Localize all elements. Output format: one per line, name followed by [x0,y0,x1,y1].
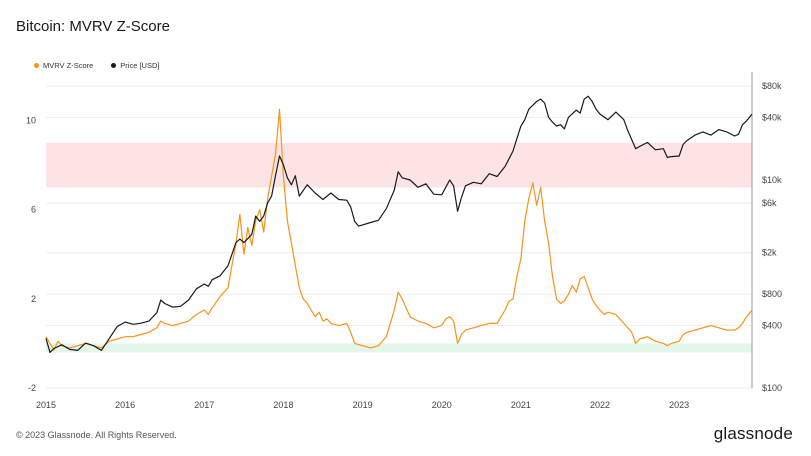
y-right-tick-label: $400 [762,320,782,330]
x-tick-label: 2020 [432,400,452,410]
x-tick-label: 2023 [669,400,689,410]
y-right-tick-label: $800 [762,289,782,299]
y-right-tick-label: $100 [762,383,782,393]
y-right-tick-label: $2k [762,248,777,258]
price-line[interactable] [45,95,753,353]
chart-title: Bitcoin: MVRV Z-Score [16,18,170,35]
legend-label-zscore: MVRV Z-Score [43,61,94,70]
y-right-tick-label: $6k [762,198,777,208]
x-tick-label: 2016 [115,400,135,410]
y-left-tick-label: 10 [26,116,36,126]
x-tick-label: 2019 [353,400,373,410]
x-tick-label: 2015 [36,400,56,410]
y-right-tick-label: $40k [762,112,782,122]
undervalued-zone-band [46,343,752,353]
x-tick-label: 2018 [273,400,293,410]
overvalued-zone-band [46,142,752,188]
y-left-tick-label: 2 [31,294,36,304]
x-tick-label: 2022 [590,400,610,410]
legend-item-price[interactable]: Price [USD] [111,61,159,70]
zscore-line[interactable] [45,108,753,351]
legend-dot-price-icon [111,63,117,68]
copyright-footer: © 2023 Glassnode. All Rights Reserved. [16,430,177,440]
y-left-tick-label: -2 [28,383,36,393]
y-right-tick-label: $80k [762,81,782,91]
x-tick-label: 2021 [511,400,531,410]
legend-label-price: Price [USD] [120,61,160,70]
glassnode-logo[interactable]: glassnode [713,424,793,443]
legend-item-zscore[interactable]: MVRV Z-Score [34,61,93,70]
y-right-tick-label: $10k [762,175,782,185]
legend: MVRV Z-Score Price [USD] [34,61,159,70]
y-left-tick-label: 6 [31,205,36,215]
legend-dot-zscore-icon [34,63,39,68]
x-tick-label: 2017 [194,400,214,410]
